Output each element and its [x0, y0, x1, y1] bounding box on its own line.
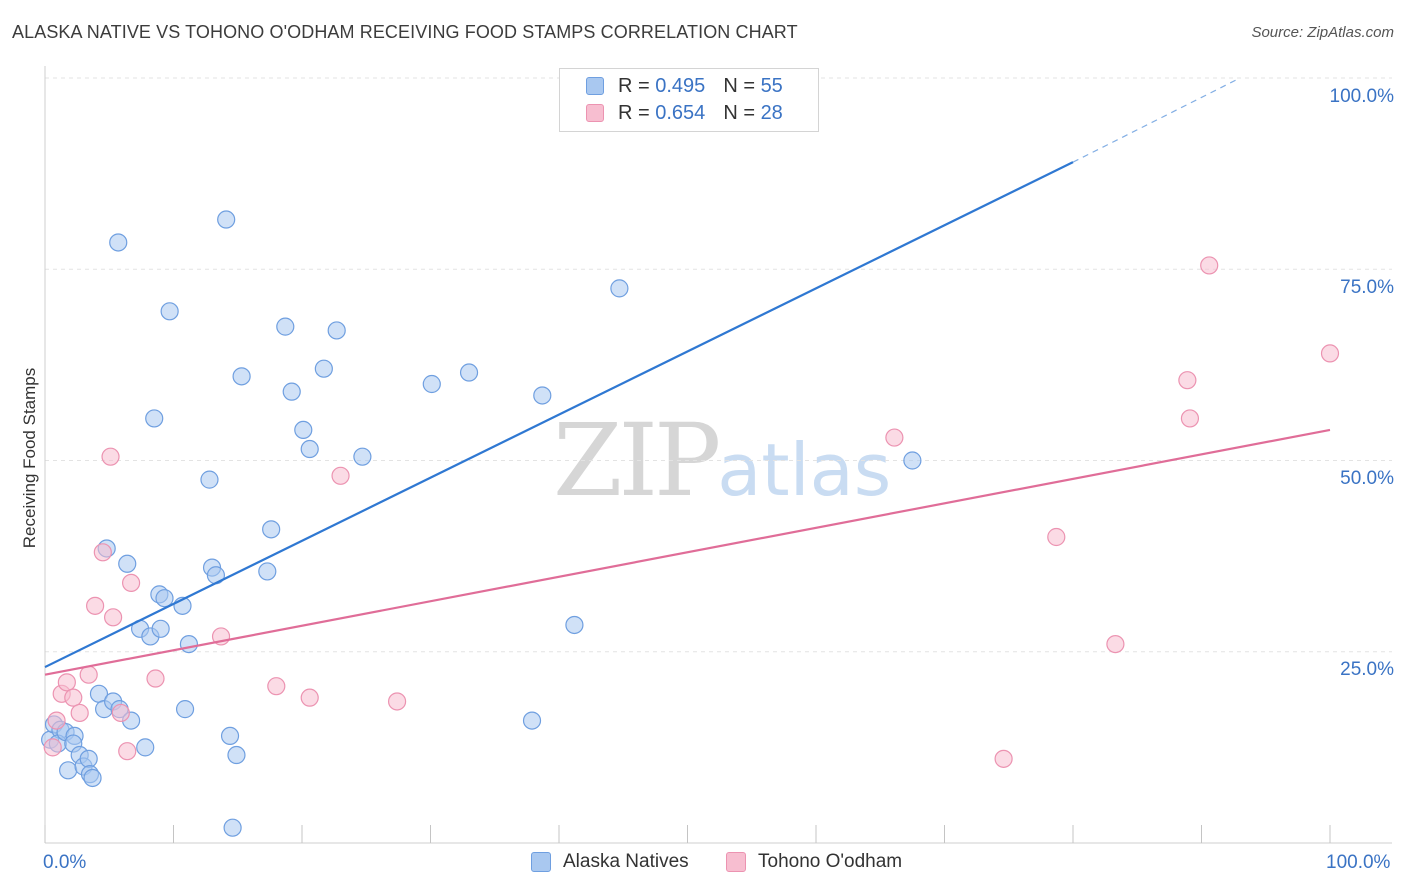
legend-swatch-alaska [586, 77, 604, 95]
legend-r-value: 0.495 [655, 74, 706, 97]
legend-r-value: 0.654 [655, 101, 706, 124]
legend-r-label: R = [618, 101, 650, 124]
alaska-native-point [294, 420, 313, 439]
legend-row-tohono: R = 0.654 N = 28 [586, 100, 783, 126]
alaska-native-point [136, 738, 155, 757]
legend-swatch-tohono [586, 104, 604, 122]
tohono-oodham-point [86, 596, 105, 615]
alaska-native-point [220, 726, 240, 746]
bottom-legend-tohono: Tohono O'odham [726, 851, 902, 873]
alaska-native-point [179, 634, 199, 654]
tohono-oodham-point [300, 688, 319, 707]
legend-n-value: 28 [760, 101, 783, 124]
alaska-native-point [903, 451, 922, 470]
tohono-oodham-point [93, 543, 112, 562]
y-tick-label-25: 25.0% [1340, 659, 1394, 680]
alaska-native-point [223, 818, 242, 837]
legend-row-alaska: R = 0.495 N = 55 [586, 73, 783, 99]
alaska-native-trendline-extension [1072, 77, 1241, 163]
tohono-oodham-point [64, 688, 83, 707]
tohono-oodham-point [1320, 344, 1340, 363]
y-tick-label-75: 75.0% [1340, 277, 1394, 298]
alaska-native-point [83, 768, 102, 788]
alaska-native-point [353, 447, 372, 466]
alaska-native-point [160, 302, 179, 321]
x-tick-label-max: 100.0% [1326, 852, 1391, 873]
alaska-native-point [118, 554, 137, 573]
tohono-oodham-point [267, 677, 286, 696]
alaska-native-point [422, 374, 441, 394]
legend-n-label: N = [723, 101, 755, 124]
alaska-native-point [109, 233, 128, 252]
tohono-oodham-point [101, 447, 120, 466]
tohono-oodham-point [331, 466, 350, 485]
legend-swatch-tohono [726, 852, 746, 872]
alaska-native-point [300, 439, 319, 459]
alaska-native-point [155, 589, 174, 608]
y-tick-label-100: 100.0% [1329, 86, 1394, 107]
alaska-native-point [262, 520, 281, 539]
correlation-legend: R = 0.495 N = 55 R = 0.654 N = 28 [559, 68, 819, 132]
alaska-native-point [175, 700, 195, 719]
tohono-oodham-point [885, 428, 904, 447]
alaska-native-point [232, 367, 251, 386]
tohono-oodham-point [121, 573, 141, 593]
tohono-oodham-point [47, 711, 66, 730]
tohono-oodham-point [104, 608, 123, 627]
tohono-oodham-point [146, 669, 165, 688]
alaska-native-point [327, 321, 346, 340]
tohono-oodham-point [1178, 371, 1197, 390]
alaska-native-trendline [44, 161, 1074, 669]
alaska-native-point [151, 619, 170, 638]
tohono-oodham-point [118, 742, 137, 761]
alaska-native-point [565, 615, 584, 635]
legend-swatch-alaska [531, 852, 551, 872]
tohono-oodham-trendline [44, 428, 1331, 676]
alaska-native-point [459, 363, 479, 382]
tohono-oodham-point [57, 673, 76, 692]
alaska-native-point [276, 317, 295, 336]
alaska-native-point [217, 210, 236, 229]
legend-label-alaska: Alaska Natives [563, 851, 689, 872]
alaska-native-point [59, 761, 78, 780]
tohono-oodham-point [70, 703, 89, 723]
tohono-oodham-point [79, 665, 98, 684]
alaska-native-point [145, 409, 164, 428]
alaska-native-point [200, 470, 219, 489]
chart-title: ALASKA NATIVE VS TOHONO O'ODHAM RECEIVIN… [12, 22, 798, 42]
legend-r-label: R = [618, 74, 650, 97]
source-credit: Source: ZipAtlas.com [1251, 24, 1394, 41]
tohono-oodham-point [1106, 634, 1125, 654]
legend-n-value: 55 [760, 74, 783, 97]
alaska-native-point [522, 711, 542, 730]
tohono-oodham-point [1047, 527, 1066, 547]
alaska-native-point [610, 279, 629, 298]
alaska-native-point [314, 359, 333, 378]
alaska-native-point [227, 745, 246, 765]
x-tick-label-min: 0.0% [43, 852, 87, 873]
legend-label-tohono: Tohono O'odham [758, 851, 903, 872]
alaska-native-point [282, 382, 301, 401]
tohono-oodham-point [43, 738, 62, 757]
alaska-native-point [258, 562, 277, 581]
alaska-native-point [79, 749, 98, 768]
legend-n-label: N = [723, 74, 755, 97]
alaska-native-point [533, 386, 552, 405]
tohono-oodham-point [994, 749, 1013, 768]
tohono-oodham-point [111, 703, 130, 723]
tohono-oodham-point [387, 692, 407, 711]
tohono-oodham-point [1200, 256, 1219, 275]
y-tick-label-50: 50.0% [1340, 468, 1394, 489]
watermark-atlas: atlas [717, 428, 892, 512]
tohono-oodham-point [1180, 409, 1200, 428]
bottom-legend-alaska: Alaska Natives [531, 851, 689, 873]
